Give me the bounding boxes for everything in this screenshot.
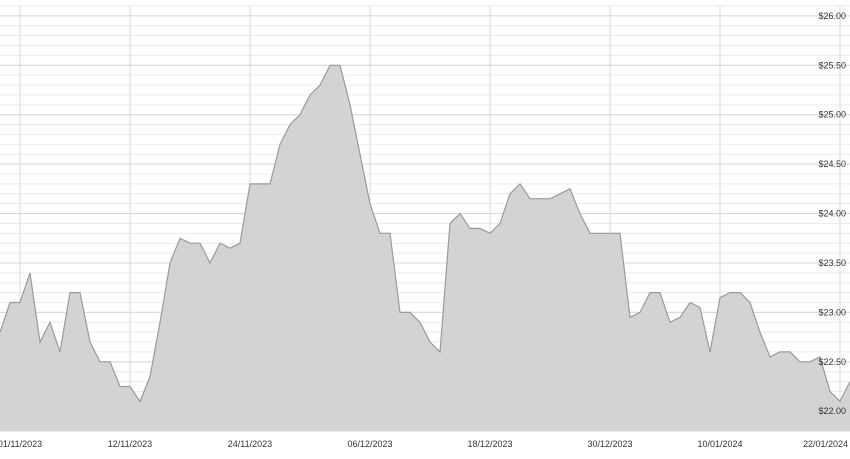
x-tick-label: 24/11/2023 — [228, 439, 272, 449]
y-tick-label: $25.50 — [818, 60, 846, 70]
series-area-layer — [0, 64, 850, 432]
series-area-fill — [0, 65, 850, 432]
x-tick-label: 12/11/2023 — [108, 439, 152, 449]
x-tick-label: 06/12/2023 — [347, 439, 392, 449]
y-axis-tick-labels: $22.00 $22.50 $23.00 $23.50 $24.00 $24.50 $25.… — [818, 11, 846, 416]
x-tick-label: 22/01/2024 — [803, 439, 848, 449]
x-tick-label: 10/01/2024 — [697, 439, 742, 449]
y-tick-label: $24.00 — [818, 209, 846, 219]
grid — [0, 5, 850, 432]
y-tick-label: $24.50 — [818, 159, 846, 169]
x-axis-tick-labels: 01/11/2023 12/11/2023 24/11/2023 06/12/2023… — [0, 439, 848, 449]
y-tick-label: $26.00 — [818, 11, 846, 21]
y-tick-label: $22.50 — [818, 357, 846, 367]
series-line — [0, 64, 850, 403]
y-tick-label: $23.00 — [818, 307, 846, 317]
y-tick-label: $23.50 — [818, 258, 846, 268]
x-tick-label: 30/12/2023 — [587, 439, 632, 449]
y-tick-label: $25.00 — [818, 110, 846, 120]
x-tick-label: 01/11/2023 — [0, 439, 42, 449]
y-tick-label: $22.00 — [818, 406, 846, 416]
x-tick-label: 18/12/2023 — [467, 439, 512, 449]
